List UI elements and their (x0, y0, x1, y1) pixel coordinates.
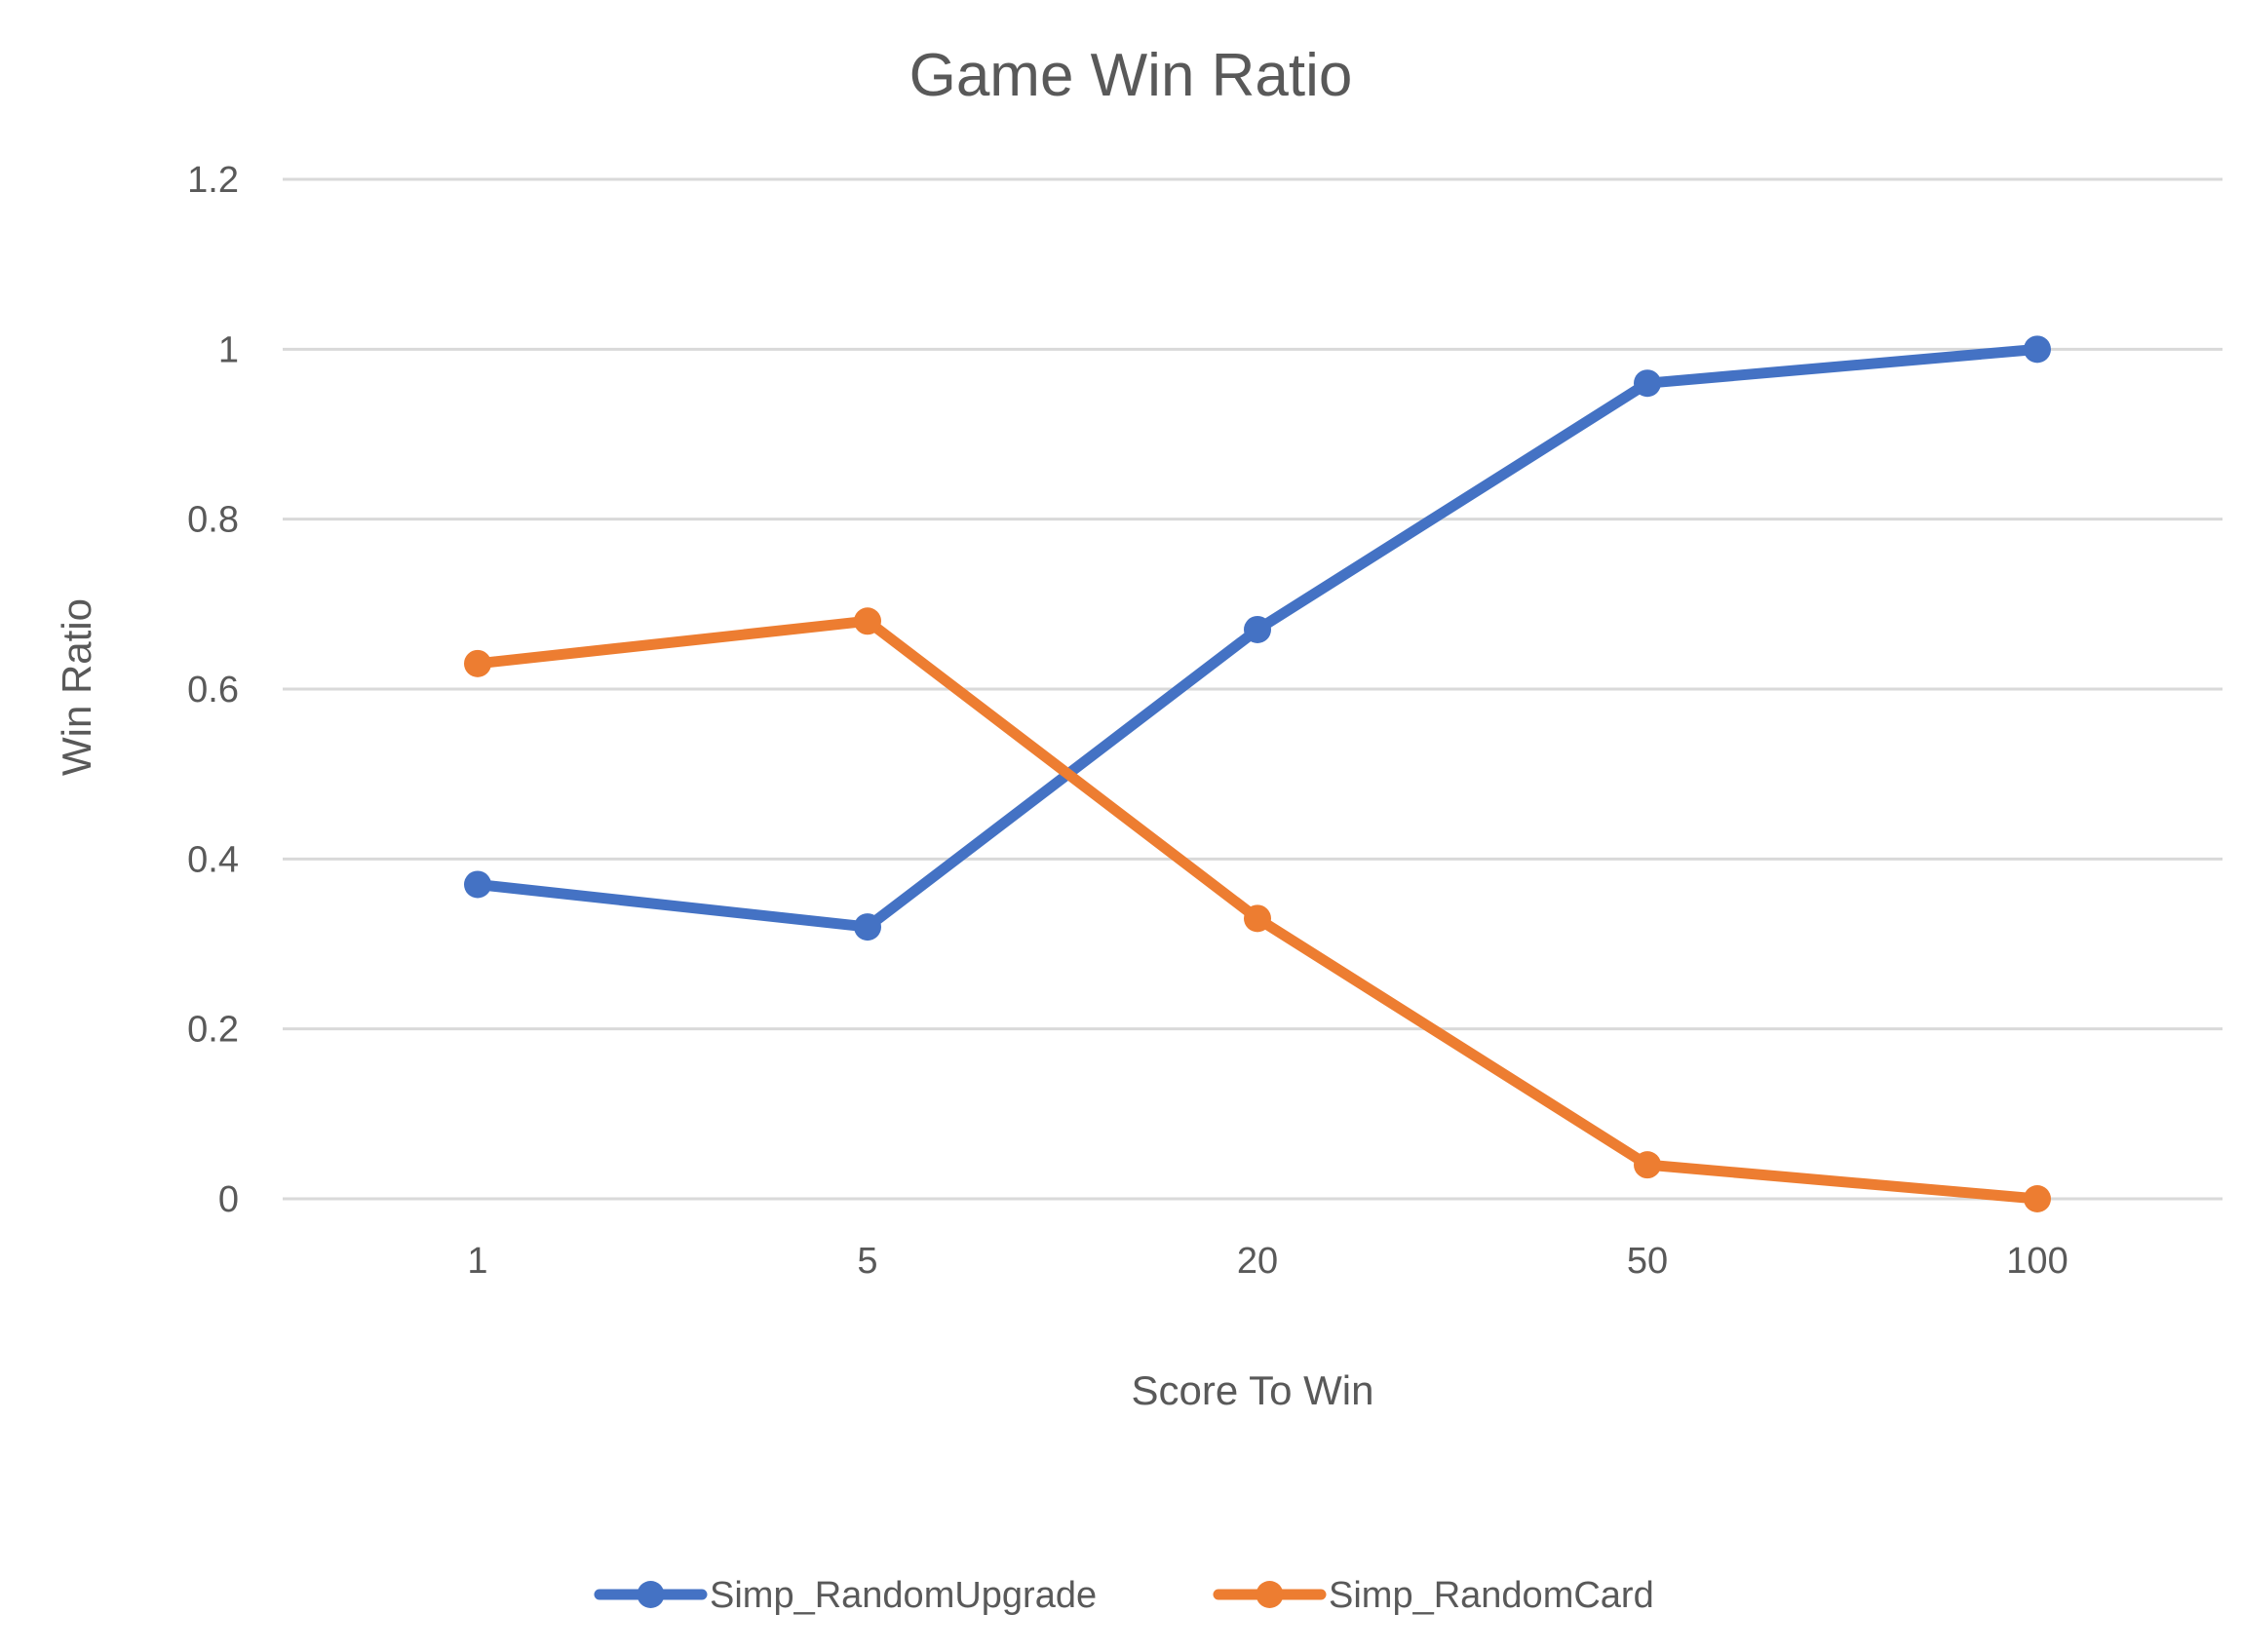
data-point (1244, 615, 1271, 643)
y-tick-label: 0.8 (187, 500, 239, 541)
gridlines (283, 177, 2223, 1201)
x-axis-title: Score To Win (1132, 1367, 1374, 1413)
chart-title: Game Win Ratio (909, 42, 1353, 109)
legend: Simp_RandomUpgrade Simp_RandomCard (594, 1575, 1654, 1616)
data-point (2024, 1185, 2051, 1212)
legend-label: Simp_RandomUpgrade (710, 1575, 1097, 1616)
y-tick-label: 0 (218, 1179, 239, 1220)
data-point (1634, 1151, 1661, 1179)
legend-item: Simp_RandomUpgrade (594, 1575, 1097, 1616)
data-point (464, 649, 491, 677)
legend-label: Simp_RandomCard (1329, 1575, 1654, 1616)
data-point (1634, 369, 1661, 398)
legend-item: Simp_RandomCard (1213, 1575, 1654, 1616)
data-point (854, 607, 881, 635)
x-tick-label: 1 (467, 1241, 487, 1282)
x-tick-label: 20 (1237, 1241, 1278, 1282)
data-point (464, 870, 491, 899)
y-axis-ticks: 0 0.2 0.4 0.6 0.8 1 1.2 (187, 160, 239, 1220)
data-point (2024, 335, 2051, 364)
y-tick-label: 0.6 (187, 670, 239, 711)
legend-marker (637, 1581, 665, 1608)
y-tick-label: 1.2 (187, 160, 239, 201)
x-tick-label: 5 (857, 1241, 877, 1282)
x-axis-ticks: 1 5 20 50 100 (467, 1241, 2068, 1282)
data-point (854, 913, 881, 941)
series-lines (464, 335, 2051, 1212)
x-tick-label: 50 (1627, 1241, 1668, 1282)
data-point (1244, 904, 1271, 933)
series-2 (464, 607, 2051, 1212)
y-axis-title: Win Ratio (54, 598, 99, 776)
series-1 (464, 335, 2051, 941)
x-tick-label: 100 (2006, 1241, 2068, 1282)
y-tick-label: 0.2 (187, 1010, 239, 1051)
y-tick-label: 0.4 (187, 839, 239, 880)
legend-marker (1256, 1581, 1284, 1608)
y-tick-label: 1 (218, 329, 239, 370)
